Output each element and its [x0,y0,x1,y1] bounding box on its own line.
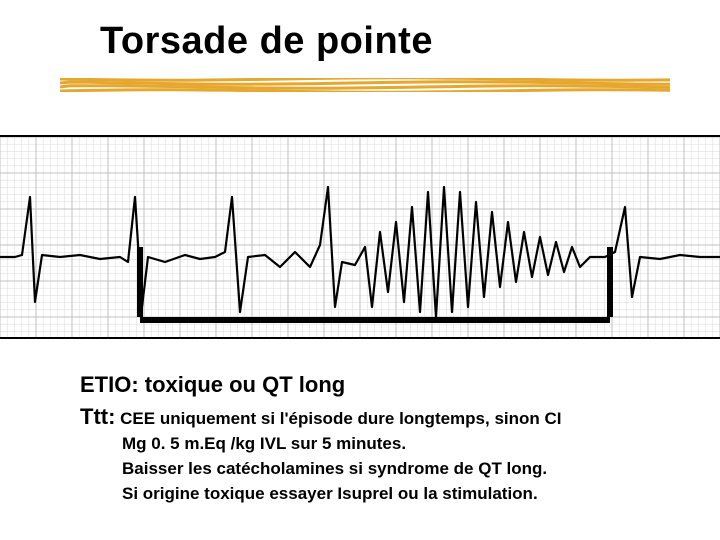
detail-line-0: Mg 0. 5 m.Eq /kg IVL sur 5 minutes. [122,433,680,456]
body-text: ETIO: toxique ou QT long Ttt: CEE unique… [80,370,680,508]
ttt-rest: CEE uniquement si l'épisode dure longtem… [115,409,561,428]
etio-lead: ETIO: [80,372,139,397]
detail-line-2: Si origine toxique essayer Isuprel ou la… [122,483,680,506]
title-underline [60,78,680,92]
ttt-lead: Ttt: [80,404,115,429]
ecg-strip [0,135,720,339]
etio-rest: toxique ou QT long [139,372,346,397]
detail-line-1: Baisser les catécholamines si syndrome d… [122,458,680,481]
page-title: Torsade de pointe [100,20,433,63]
